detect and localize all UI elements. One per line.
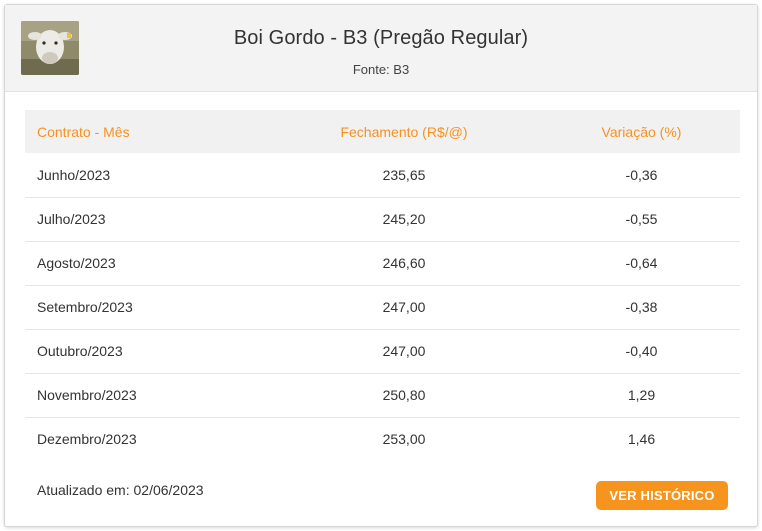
change-cell: -0,38 (543, 285, 740, 330)
table-row: Julho/2023 245,20 -0,55 (25, 197, 740, 242)
contract-cell: Novembro/2023 (25, 373, 265, 418)
source-label: Fonte: B3 (352, 62, 410, 77)
table-row: Setembro/2023 247,00 -0,38 (25, 285, 740, 330)
change-cell: -0,55 (543, 197, 740, 242)
contract-cell: Julho/2023 (25, 197, 265, 242)
contract-cell: Outubro/2023 (25, 329, 265, 374)
close-cell: 245,20 (265, 197, 543, 242)
quote-card: Boi Gordo - B3 (Pregão Regular) Fonte: B… (4, 4, 758, 527)
table-row: Novembro/2023 250,80 1,29 (25, 373, 740, 418)
contract-cell: Setembro/2023 (25, 285, 265, 330)
quotes-table: Contrato - Mês Fechamento (R$/@) Variaçã… (25, 110, 740, 461)
column-header-contract: Contrato - Mês (37, 123, 130, 140)
cattle-thumbnail (21, 21, 79, 75)
contract-cell: Dezembro/2023 (37, 431, 137, 448)
view-history-button[interactable]: VER HISTÓRICO (596, 481, 728, 510)
table-row: Agosto/2023 246,60 -0,64 (25, 241, 740, 286)
table-header-row: Contrato - Mês Fechamento (R$/@) Variaçã… (25, 110, 740, 153)
close-cell: 235,65 (265, 153, 543, 198)
close-cell: 247,00 (265, 285, 543, 330)
change-cell: -0,64 (543, 241, 740, 286)
close-cell: 246,60 (265, 241, 543, 286)
close-cell: 253,00 (382, 431, 426, 448)
change-cell: -0,40 (543, 329, 740, 374)
updated-timestamp: Atualizado em: 02/06/2023 (37, 482, 204, 498)
column-header-change: Variação (%) (601, 123, 682, 140)
close-cell: 247,00 (265, 329, 543, 374)
change-cell: -0,36 (543, 153, 740, 198)
change-cell: 1,46 (627, 431, 656, 448)
change-cell: 1,29 (543, 373, 740, 418)
close-cell: 250,80 (265, 373, 543, 418)
table-row: Dezembro/2023 253,00 1,46 (25, 417, 740, 461)
table-row: Outubro/2023 247,00 -0,40 (25, 329, 740, 374)
card-header: Boi Gordo - B3 (Pregão Regular) Fonte: B… (5, 5, 757, 92)
column-header-close: Fechamento (R$/@) (340, 123, 468, 140)
contract-cell: Junho/2023 (25, 153, 265, 198)
table-row: Junho/2023 235,65 -0,36 (25, 153, 740, 198)
page-title: Boi Gordo - B3 (Pregão Regular) (233, 27, 529, 49)
contract-cell: Agosto/2023 (25, 241, 265, 286)
